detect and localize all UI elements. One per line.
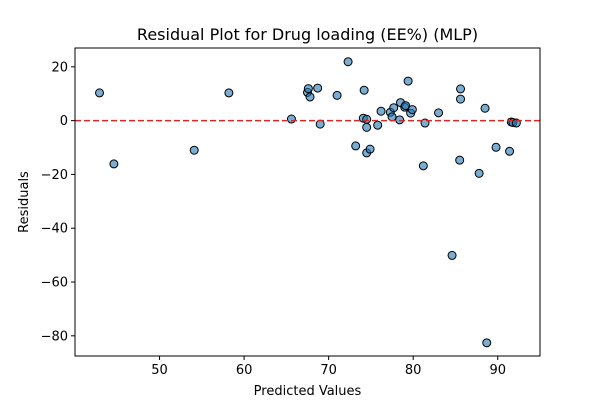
points-layer (95, 57, 521, 348)
data-point (332, 90, 342, 100)
data-point (95, 88, 105, 98)
data-point (407, 105, 417, 115)
y-tick-label: −40 (41, 222, 68, 237)
y-tick-label: 20 (51, 60, 68, 75)
data-point (286, 114, 296, 124)
data-point (365, 144, 375, 154)
y-axis-label: Residuals (17, 171, 32, 233)
data-point (418, 161, 428, 171)
x-axis-label: Predicted Values (254, 384, 362, 399)
data-point (456, 84, 466, 94)
x-tick-label: 70 (320, 363, 337, 378)
y-tick-label: 0 (60, 114, 68, 129)
y-tick-label: −80 (41, 329, 68, 344)
data-point (447, 250, 457, 260)
data-point (376, 106, 386, 116)
data-point (351, 141, 361, 151)
data-point (403, 76, 413, 86)
x-tick-label: 50 (151, 363, 168, 378)
data-point (189, 145, 199, 155)
plot-frame (74, 47, 541, 357)
data-point (109, 159, 119, 169)
data-point (401, 101, 411, 111)
data-point (305, 92, 315, 102)
data-point (395, 115, 405, 125)
x-tick-label: 90 (489, 363, 506, 378)
data-point (224, 88, 234, 98)
data-point (505, 146, 515, 156)
data-point (343, 57, 353, 67)
data-point (480, 103, 490, 113)
data-point (362, 122, 372, 132)
data-point (362, 114, 372, 124)
x-axis-ticks: 50 60 70 80 90 (151, 356, 506, 378)
y-tick-label: −20 (41, 168, 68, 183)
x-tick-label: 80 (405, 363, 422, 378)
y-axis-ticks: 20 0 −20 −40 −60 −80 (41, 60, 75, 344)
data-point (373, 120, 383, 130)
data-point (303, 84, 313, 94)
data-point (491, 142, 501, 152)
data-point (482, 338, 492, 348)
data-point (389, 103, 399, 113)
chart-title: Residual Plot for Drug loading (EE%) (ML… (137, 25, 478, 44)
data-point (313, 83, 323, 93)
data-point (474, 168, 484, 178)
data-point (434, 108, 444, 118)
data-point (359, 85, 369, 95)
x-tick-label: 60 (236, 363, 253, 378)
data-point (455, 155, 465, 165)
data-point (387, 112, 397, 122)
y-tick-label: −60 (41, 276, 68, 291)
data-point (456, 94, 466, 104)
